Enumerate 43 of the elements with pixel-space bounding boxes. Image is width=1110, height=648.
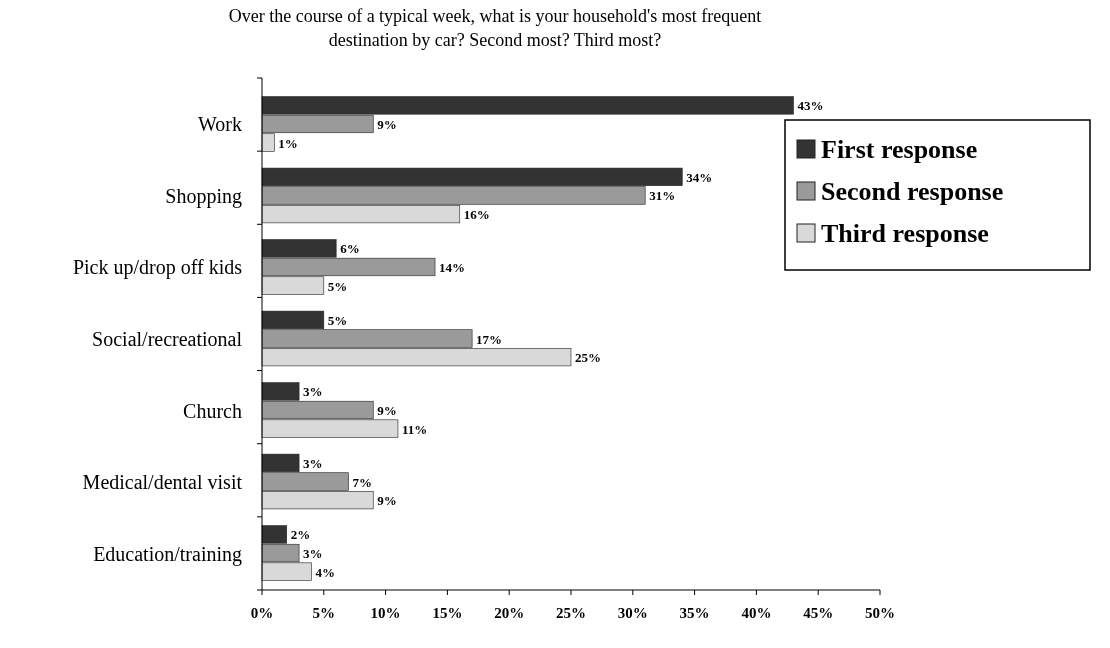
x-tick-label: 45%	[803, 605, 834, 621]
data-label: 7%	[352, 474, 373, 490]
data-label: 3%	[303, 384, 323, 400]
x-tick-label: 15%	[432, 605, 463, 621]
data-label: 3%	[303, 455, 323, 471]
data-label: 5%	[327, 312, 348, 328]
data-label: 5%	[327, 278, 348, 294]
data-label: 9%	[377, 116, 397, 132]
y-tick-label: Education/training	[93, 542, 242, 566]
data-label: 17%	[476, 331, 503, 347]
x-tick-label: 5%	[312, 605, 336, 621]
y-tick-label: Shopping	[165, 184, 242, 208]
data-label: 9%	[377, 403, 397, 419]
y-tick-label: Social/recreational	[92, 328, 243, 350]
data-label: 14%	[439, 259, 466, 275]
legend-label: Second response	[821, 176, 1004, 206]
y-tick-label: Church	[183, 399, 242, 422]
data-label: 9%	[377, 493, 397, 509]
chart-title: Over the course of a typical week, what is your household's most frequent destination by car? Second most? Third most?	[228, 6, 762, 50]
x-tick-label: 30%	[617, 605, 648, 621]
data-label: 25%	[575, 350, 601, 366]
x-tick-label: 40%	[741, 605, 772, 621]
x-tick-label: 25%	[556, 605, 586, 621]
y-tick-label: Medical/dental visit	[82, 471, 243, 494]
data-label: 43%	[797, 98, 824, 114]
x-tick-label: 35%	[679, 605, 710, 621]
legend-label: Third response	[821, 218, 989, 248]
data-label: 34%	[686, 169, 713, 185]
x-tick-label: 20%	[494, 605, 525, 621]
data-label: 6%	[340, 241, 360, 257]
data-label: 16%	[463, 207, 490, 223]
data-label: 4%	[315, 564, 335, 580]
data-label: 31%	[649, 188, 676, 204]
x-tick-label: 50%	[865, 605, 895, 621]
y-tick-label: Pick up/drop off kids	[72, 256, 243, 280]
data-label: 3%	[303, 546, 323, 562]
data-label: 11%	[401, 421, 428, 437]
legend-label: First response	[821, 134, 978, 164]
data-label: 2%	[290, 527, 311, 543]
data-label: 1%	[278, 135, 298, 151]
x-tick-label: 0%	[250, 605, 274, 621]
y-tick-label: Work	[198, 113, 242, 136]
x-tick-label: 10%	[370, 605, 401, 621]
